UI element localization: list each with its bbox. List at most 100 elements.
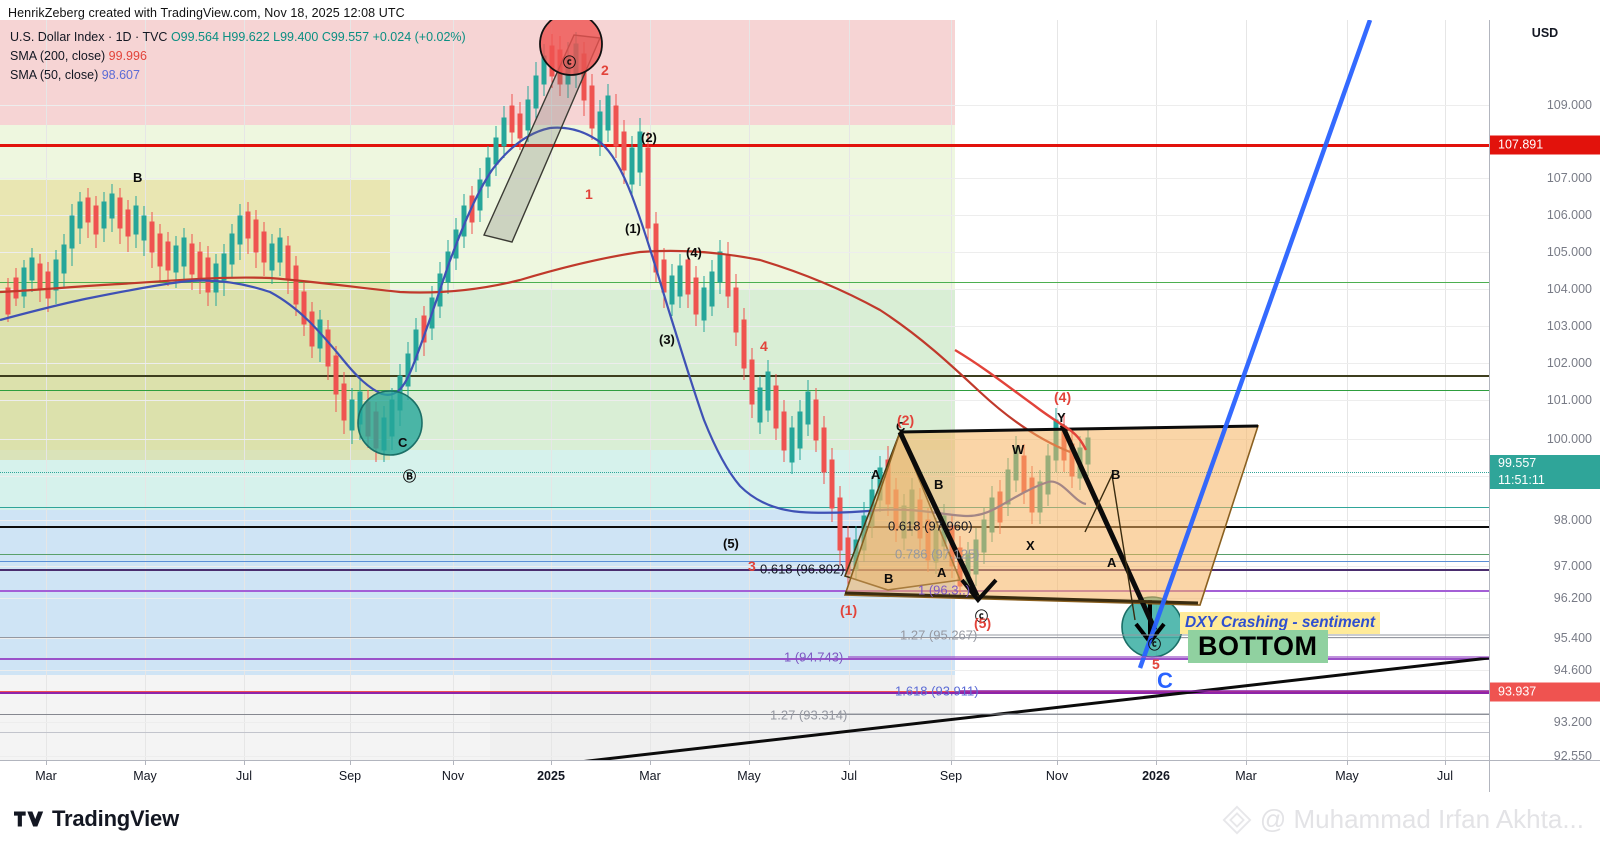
time-tick-mark: [1156, 761, 1157, 765]
grid-line-horizontal: [0, 566, 1489, 567]
wave-label: ⓒ: [975, 609, 989, 624]
axis-corner: [1489, 760, 1600, 792]
time-tick-label: May: [133, 769, 157, 783]
time-tick-mark: [453, 761, 454, 765]
level-line-black-98: [0, 526, 1489, 528]
chart-legend[interactable]: U.S. Dollar Index · 1D · TVC O99.564 H99…: [10, 28, 466, 85]
time-tick-label: Jul: [841, 769, 857, 783]
level-line-teal-986: [0, 507, 1489, 508]
time-tick-label: May: [737, 769, 761, 783]
wave-label: ⓒ: [1148, 637, 1162, 652]
zone-yellow-left: [0, 180, 390, 460]
wave-label: Y: [1057, 410, 1066, 425]
wave-label: (4): [686, 245, 702, 260]
time-tick-label: Mar: [1235, 769, 1257, 783]
bottom-annotation: BOTTOM: [1188, 630, 1328, 663]
level-line-gray-bottom: [0, 732, 1489, 733]
price-axis[interactable]: USD 109.000 107.000 106.000 105.000 104.000 1…: [1489, 20, 1600, 763]
time-tick-label: 2025: [537, 769, 565, 783]
fib-level-label: 1 (96.3..): [918, 582, 971, 598]
wave-label: X: [1026, 538, 1035, 553]
legend-low-label: L: [273, 30, 281, 44]
grid-line-horizontal: [0, 439, 1489, 440]
footer-bar: TradingView @ Muhammad Irfan Akhta...: [0, 792, 1600, 855]
price-tick-label: 106.000: [1546, 208, 1592, 222]
wave-label: W: [1012, 442, 1025, 457]
level-line-green-104: [0, 282, 1489, 283]
wave-label: 3: [748, 558, 756, 574]
price-tick-label: 101.000: [1546, 393, 1592, 407]
fib-level-label: 1 (94.743): [784, 649, 844, 665]
wave-label: 4: [760, 338, 768, 354]
price-tick-label: 95.400: [1553, 631, 1592, 645]
level-line-violet-963: [0, 590, 1489, 592]
time-tick-mark: [244, 761, 245, 765]
fib-level-label: 1.27 (95.267): [900, 627, 978, 643]
time-tick-mark: [951, 761, 952, 765]
wave-label: A: [1107, 555, 1117, 570]
wave-label: C: [1157, 668, 1173, 693]
price-tick-label: 104.000: [1546, 282, 1592, 296]
wave-label: Ⓑ: [403, 469, 417, 484]
grid-line-horizontal: [0, 178, 1489, 179]
wave-label: (2): [897, 412, 915, 428]
legend-sma50-value: 98.607: [101, 68, 140, 82]
wave-label: (5): [723, 536, 739, 551]
time-tick-label: May: [1335, 769, 1359, 783]
time-tick-label: Sep: [338, 769, 362, 783]
wave-label: ⓒ: [563, 55, 577, 70]
grid-line-horizontal: [0, 326, 1489, 327]
price-tag-value: 99.557: [1498, 456, 1537, 470]
wave-label: (1): [625, 221, 641, 236]
legend-open-label: O: [170, 30, 181, 44]
legend-close-value: 99.557: [330, 30, 370, 44]
tradingview-wordmark: TradingView: [52, 806, 179, 831]
time-tick-mark: [1347, 761, 1348, 765]
price-tag[interactable]: 99.557 11:51:11: [1490, 455, 1600, 489]
time-tick-mark: [350, 761, 351, 765]
price-tick-label: 97.000: [1553, 559, 1592, 573]
fib-level-label: 0.618 (97.960): [888, 518, 973, 534]
price-tag[interactable]: 107.891: [1490, 135, 1600, 155]
tradingview-mark-icon: [14, 811, 44, 827]
time-tick-label: Mar: [639, 769, 661, 783]
price-tick-label: 98.000: [1553, 513, 1592, 527]
legend-high-label: H: [222, 30, 232, 44]
grid-line-horizontal: [0, 520, 1489, 521]
legend-change: +0.024 (+0.02%): [372, 30, 466, 44]
wave-label: B: [133, 170, 143, 185]
user-watermark: @ Muhammad Irfan Akhta...: [1222, 804, 1584, 835]
wave-label: 5: [1152, 656, 1160, 672]
time-tick-mark: [849, 761, 850, 765]
wave-label: (4): [1054, 389, 1072, 405]
time-tick-label: Jul: [1437, 769, 1453, 783]
time-tick-mark: [551, 761, 552, 765]
level-line-dotted-99557: [0, 472, 1489, 473]
wave-label: (5): [974, 615, 992, 631]
tradingview-logo[interactable]: TradingView: [14, 806, 179, 832]
price-tick-label: 107.000: [1546, 171, 1592, 185]
time-tick-label: Mar: [35, 769, 57, 783]
grid-line-horizontal: [0, 722, 1489, 723]
price-tick-label: 102.000: [1546, 356, 1592, 370]
grid-line-horizontal: [0, 756, 1489, 757]
attribution-text: HenrikZeberg created with TradingView.co…: [8, 6, 405, 20]
future-shaded-region-right: [0, 675, 490, 760]
time-tick-label: Jul: [236, 769, 252, 783]
legend-sma50-row: SMA (50, close) 98.607: [10, 66, 466, 85]
future-shaded-region: [490, 675, 955, 760]
diamond-logo-icon: [1222, 805, 1252, 834]
time-tick-mark: [1445, 761, 1446, 765]
watermark-text: @ Muhammad Irfan Akhta...: [1259, 804, 1584, 834]
legend-high-value: 99.622: [231, 30, 270, 44]
grid-line-horizontal: [0, 638, 1489, 639]
time-tick-mark: [1246, 761, 1247, 765]
time-axis[interactable]: Mar May Jul Sep Nov 2025 Mar May Jul Sep Nov 2026 Ma…: [0, 760, 1489, 792]
fib-level-label: 0.786 (97.125): [895, 546, 980, 562]
grid-line-horizontal: [0, 363, 1489, 364]
wave-label: A: [937, 565, 947, 580]
level-line-dark-102: [0, 375, 1489, 377]
price-tag[interactable]: 93.937: [1490, 682, 1600, 702]
wave-label: (2): [641, 130, 657, 145]
